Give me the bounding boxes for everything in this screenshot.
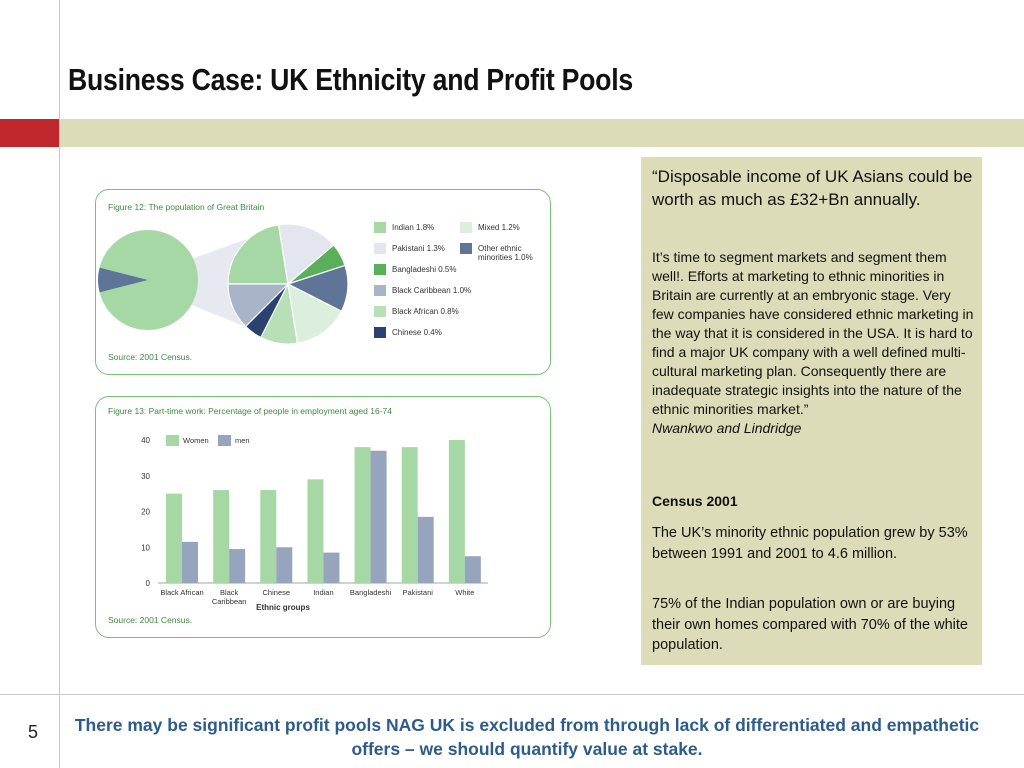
census-fact-2: 75% of the Indian population own or are … [652,596,968,653]
bar-women [448,440,465,583]
x-tick-label: Chinese [263,588,291,597]
quote-panel: “Disposable income of UK Asians could be… [641,157,982,665]
legend-label: Black African 0.8% [392,307,459,316]
legend-swatch [374,243,386,254]
bar-women [260,490,277,583]
x-tick-label: Caribbean [212,597,247,606]
left-divider [59,0,60,768]
quote-body: It’s time to segment markets and segment… [652,248,974,438]
legend-swatch [374,222,386,233]
parttime-figure: Figure 13: Part-time work: Percentage of… [95,396,551,638]
legend-label: Chinese 0.4% [392,328,442,337]
quote-text: It’s time to segment markets and segment… [652,249,974,417]
bar-women [213,490,230,583]
x-tick-label: Bangladeshi [350,588,392,597]
census-heading: Census 2001 [652,493,738,509]
accent-band [60,119,1024,147]
page-number: 5 [28,722,39,742]
legend-label: Pakistani 1.3% [392,244,445,253]
legend-label: Indian 1.8% [392,223,435,232]
figure-title: Figure 12: The population of Great Brita… [108,202,265,212]
legend-label: Mixed 1.2% [478,223,520,232]
footer-divider [0,694,1024,695]
pie-slice-pakistani [277,223,335,286]
legend-swatch [374,327,386,338]
x-tick-label: Black [220,588,239,597]
x-tick-label: Indian [313,588,333,597]
bar-men [417,516,434,583]
x-tick-label: Black African [160,588,203,597]
y-tick-label: 40 [141,436,150,445]
legend-swatch [374,285,386,296]
x-tick-label: White [455,588,474,597]
x-axis-label: Ethnic groups [256,603,310,612]
quote-author: Nwankwo and Lindridge [652,420,802,436]
x-tick-label: Pakistani [402,588,433,597]
bar-men [229,549,246,583]
y-tick-label: 30 [141,472,150,481]
bar-men [464,556,481,583]
legend-swatch [374,306,386,317]
bar-men [323,552,340,583]
y-tick-label: 20 [141,508,150,517]
figure-source: Source: 2001 Census. [108,352,193,362]
bar-men [276,547,293,583]
population-figure: Figure 12: The population of Great Brita… [95,189,551,375]
y-tick-label: 0 [146,579,151,588]
pie-slice-black [227,283,290,328]
legend-swatch [374,264,386,275]
legend-swatch [166,435,179,446]
bar-women [354,447,371,583]
pie-slice-indian [227,224,289,285]
accent-band-red [0,119,59,147]
pie-chart [98,223,349,345]
bar-women [166,493,182,583]
legend-label: men [235,436,250,445]
legend-label: Black Caribbean 1.0% [392,286,472,295]
quote-headline: “Disposable income of UK Asians could be… [652,167,973,209]
legend-label: Bangladeshi 0.5% [392,265,457,274]
legend-swatch [218,435,231,446]
pie-slice-minority [98,267,148,293]
legend-swatch [460,222,472,233]
bar-men [370,450,387,583]
bar-men [182,541,198,583]
legend-label: Other ethnic minorities 1.0% [478,244,533,262]
bar-women [401,447,418,583]
y-tick-label: 10 [141,543,150,552]
bar-women [307,479,324,583]
page-title: Business Case: UK Ethnicity and Profit P… [68,62,633,97]
legend-swatch [460,243,472,254]
legend-label: Women [183,436,209,445]
footer-note: There may be significant profit pools NA… [74,715,980,759]
census-fact-1: The UK’s minority ethnic population grew… [652,525,968,562]
pie-slice-white [99,230,198,330]
figure-source: Source: 2001 Census. [108,615,193,625]
figure-title: Figure 13: Part-time work: Percentage of… [108,406,392,416]
pie-slice-mixed [287,282,343,344]
